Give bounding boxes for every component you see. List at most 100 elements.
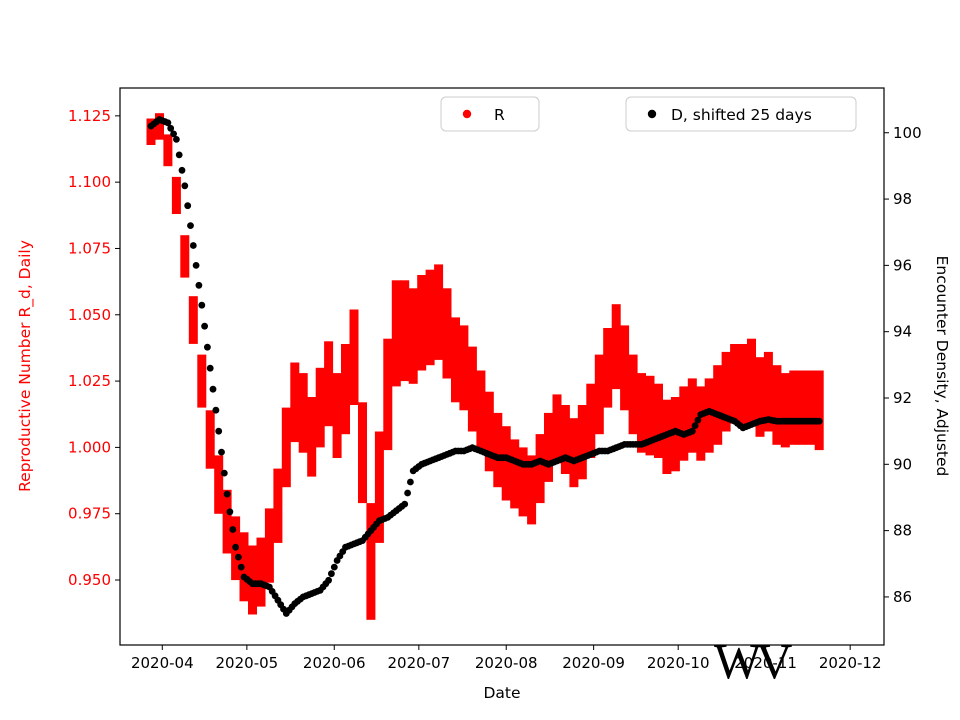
x-tick-label: 2020-11 bbox=[734, 654, 797, 672]
x-axis-ticks: 2020-04 2020-05 2020-06 2020-07 2020-08 2020-… bbox=[131, 645, 882, 672]
r-band-bar bbox=[704, 378, 714, 453]
r-band-bar bbox=[544, 412, 553, 482]
r-band-bar bbox=[611, 304, 621, 390]
r-band-bar bbox=[484, 391, 494, 472]
d-dot bbox=[218, 448, 225, 456]
r-band-bar bbox=[298, 373, 308, 453]
left-tick-label: 0.950 bbox=[68, 571, 111, 589]
r-band-bar bbox=[789, 370, 799, 445]
r-band-bar bbox=[222, 489, 232, 554]
x-tick-label: 2020-08 bbox=[475, 654, 538, 672]
r-band-bar bbox=[146, 118, 156, 145]
r-band-bar bbox=[214, 455, 224, 514]
d-dot bbox=[330, 563, 338, 571]
right-tick-label: 90 bbox=[893, 455, 912, 473]
d-dot bbox=[691, 422, 699, 429]
r-band-bar bbox=[281, 407, 291, 488]
r-band-bar bbox=[696, 386, 706, 461]
legend-d-label: D, shifted 25 days bbox=[671, 106, 812, 124]
r-band-bar bbox=[535, 434, 545, 504]
right-tick-label: 92 bbox=[893, 389, 912, 407]
d-dot bbox=[175, 151, 183, 159]
r-band-bar bbox=[738, 344, 748, 429]
r-band-bar bbox=[510, 439, 520, 509]
r-band-bar bbox=[171, 176, 181, 214]
left-axis-ticks: 1.125 1.100 1.075 1.050 1.025 1.000 0.975 0.950 bbox=[68, 107, 120, 589]
d-dot bbox=[184, 202, 192, 210]
r-band-bar bbox=[560, 405, 570, 474]
right-tick-label: 98 bbox=[893, 190, 912, 208]
r-band-bar bbox=[552, 394, 562, 464]
legend-d-box bbox=[625, 96, 857, 132]
d-dot bbox=[694, 416, 702, 424]
r-band-series bbox=[146, 113, 824, 620]
r-band-bar bbox=[358, 402, 367, 504]
x-tick-label: 2020-06 bbox=[303, 654, 366, 672]
d-dot bbox=[189, 242, 197, 249]
r-band-bar bbox=[721, 351, 731, 432]
r-band-bar bbox=[417, 275, 427, 371]
d-dot bbox=[164, 119, 172, 127]
d-dot bbox=[325, 576, 332, 584]
r-band-bar bbox=[527, 455, 537, 525]
left-tick-label: 1.025 bbox=[68, 372, 111, 390]
r-band-bar bbox=[467, 346, 477, 432]
d-dot bbox=[815, 417, 823, 425]
d-dot bbox=[173, 136, 180, 143]
r-band-bar bbox=[273, 468, 283, 543]
right-tick-label: 100 bbox=[893, 124, 922, 142]
d-dot bbox=[206, 364, 214, 372]
r-band-bar bbox=[730, 344, 740, 424]
r-band-bar bbox=[205, 410, 215, 469]
d-dot bbox=[178, 166, 186, 174]
r-band-bar bbox=[577, 405, 587, 480]
d-dot bbox=[170, 130, 178, 138]
r-band-bar bbox=[763, 351, 773, 432]
d-dot bbox=[167, 124, 175, 132]
right-tick-label: 94 bbox=[893, 323, 912, 341]
d-dot bbox=[401, 500, 409, 508]
legend-d-marker-icon bbox=[647, 109, 657, 119]
d-dots-series bbox=[147, 116, 823, 617]
r-band-bar bbox=[366, 503, 376, 620]
d-dot bbox=[215, 427, 223, 435]
r-band-bar bbox=[383, 338, 393, 451]
r-band-bar bbox=[425, 269, 435, 366]
legend-r: R bbox=[440, 96, 540, 132]
r-band-bar bbox=[713, 365, 723, 445]
r-band-bar bbox=[290, 362, 300, 443]
r-band-bar bbox=[654, 383, 663, 458]
r-band-bar bbox=[501, 426, 511, 501]
r-band-bar bbox=[569, 418, 579, 488]
d-dot bbox=[209, 385, 217, 393]
x-tick-label: 2020-10 bbox=[647, 654, 710, 672]
left-tick-label: 0.975 bbox=[68, 505, 111, 523]
d-dot bbox=[328, 570, 335, 578]
r-band-bar bbox=[814, 370, 824, 451]
r-band-bar bbox=[755, 357, 765, 437]
r-band-bar bbox=[197, 354, 207, 408]
d-dot bbox=[688, 427, 696, 435]
left-tick-label: 1.125 bbox=[68, 107, 111, 125]
r-band-bar bbox=[315, 367, 325, 448]
r-band-bar bbox=[620, 325, 630, 411]
r-band-bar bbox=[459, 325, 469, 411]
x-tick-label: 2020-05 bbox=[216, 654, 279, 672]
r-band-bar bbox=[797, 370, 807, 445]
r-band-bar bbox=[645, 375, 655, 456]
r-band-bar bbox=[374, 431, 384, 543]
d-dot bbox=[198, 301, 206, 309]
left-tick-label: 1.075 bbox=[68, 239, 111, 257]
x-tick-label: 2020-07 bbox=[387, 654, 450, 672]
r-band-bar bbox=[747, 338, 756, 424]
d-dot bbox=[223, 490, 231, 498]
r-band-bar bbox=[434, 264, 444, 360]
left-axis-title: Reproductive Number R_d, Daily bbox=[16, 240, 35, 492]
x-tick-label: 2020-09 bbox=[562, 654, 625, 672]
r-band-bar bbox=[476, 370, 486, 451]
d-dot bbox=[204, 343, 211, 351]
r-band-bar bbox=[451, 317, 460, 403]
wv-watermark: WV bbox=[714, 633, 792, 689]
r-band-bar bbox=[518, 447, 528, 517]
